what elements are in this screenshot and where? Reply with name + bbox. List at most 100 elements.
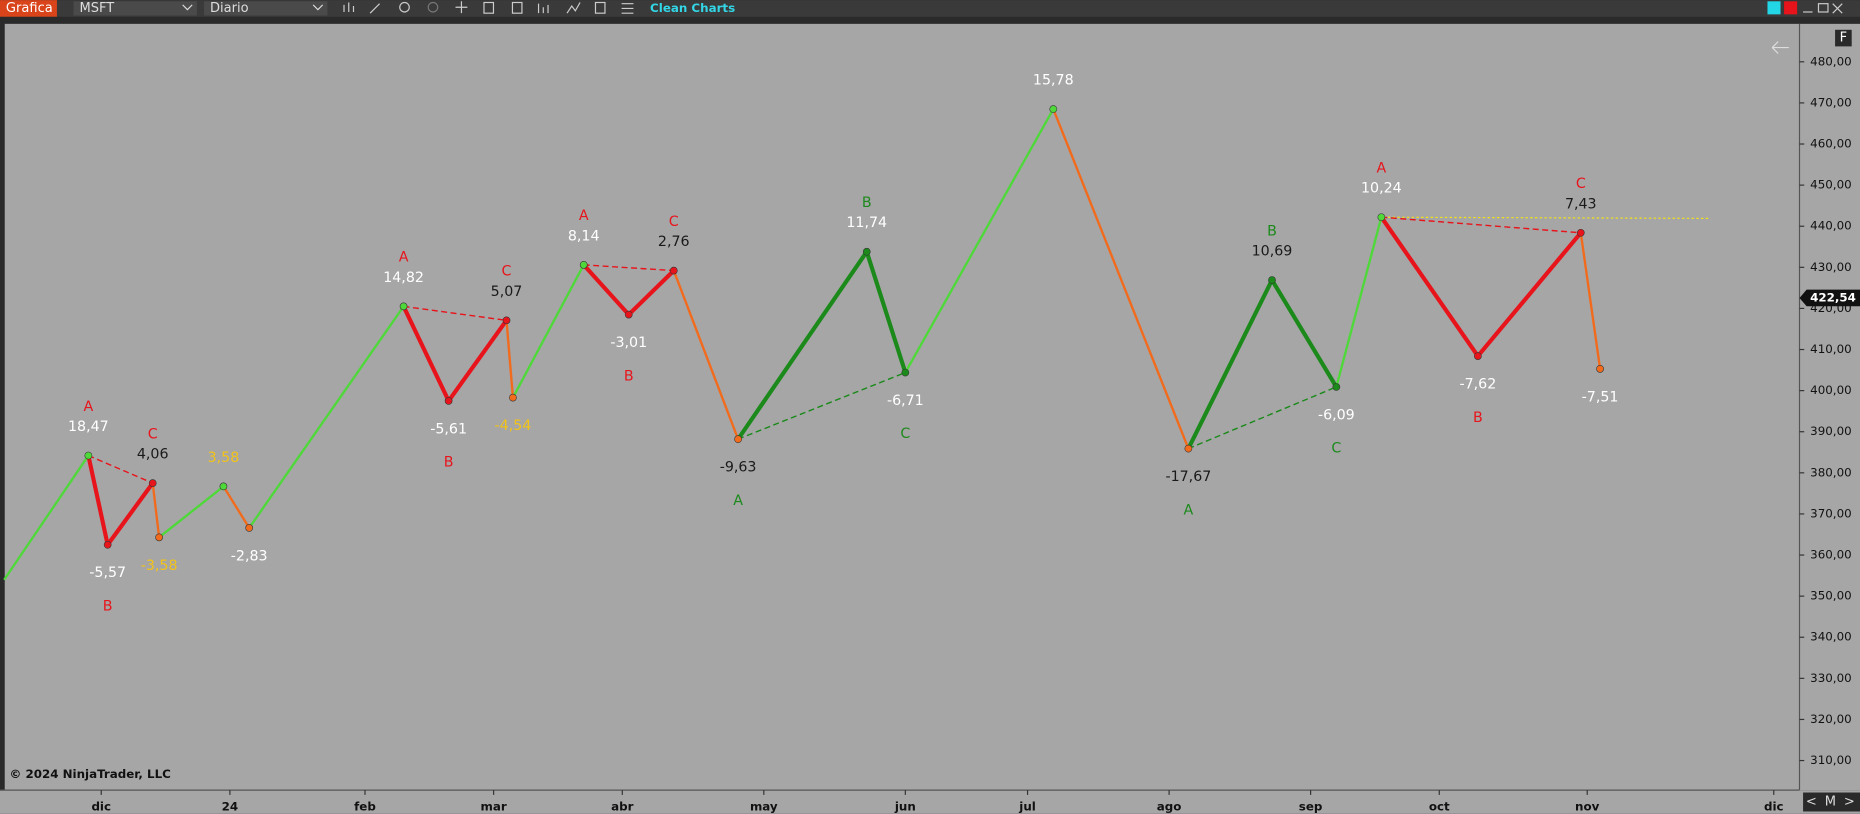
pivot-dot — [862, 247, 871, 256]
mode-button[interactable]: M — [1825, 795, 1836, 810]
zigzag-segment — [1186, 277, 1275, 451]
pivot-dot — [901, 368, 910, 377]
y-tick-label: 450,00 — [1810, 178, 1852, 192]
pivot-wave-letter: A — [1184, 502, 1194, 518]
pivot-dot — [148, 479, 157, 487]
y-tick-label: 340,00 — [1810, 630, 1852, 644]
y-tick-label: 330,00 — [1810, 671, 1852, 685]
pivot-dot — [103, 540, 112, 549]
zigzag-segment — [151, 481, 161, 539]
pivot-wave-letter: B — [1267, 223, 1277, 239]
zigzag-segment — [1269, 277, 1339, 390]
pivot-value-label: 18,47 — [68, 419, 109, 435]
prev-button[interactable]: < — [1806, 795, 1817, 810]
color-button[interactable] — [1784, 1, 1798, 15]
y-tick-label: 350,00 — [1810, 589, 1852, 603]
x-tick-label: jun — [894, 799, 916, 813]
f-label[interactable]: F — [1840, 31, 1848, 46]
zigzag-segment — [904, 107, 1055, 374]
pivot-value-label: -6,71 — [887, 393, 924, 409]
pivot-wave-letter: C — [900, 426, 910, 442]
ac-connector — [737, 371, 906, 440]
y-tick-label: 310,00 — [1810, 753, 1852, 767]
app-tab[interactable] — [0, 0, 57, 17]
symbol-box[interactable] — [73, 1, 197, 16]
zigzag-segment — [446, 318, 509, 403]
pivot-value-label: -17,67 — [1165, 469, 1211, 485]
dropdown-arrow — [312, 4, 324, 11]
pivot-dot — [669, 266, 678, 275]
template-name[interactable]: Clean Charts — [650, 1, 735, 15]
app-name[interactable]: Grafica — [6, 1, 53, 16]
back-arrow[interactable] — [1771, 41, 1789, 54]
pivot-dot — [624, 310, 633, 319]
pivot-dot — [1596, 364, 1604, 373]
pivot-value-label: -7,62 — [1459, 377, 1496, 393]
y-tick-label: 410,00 — [1810, 342, 1852, 356]
zigzag-segment — [672, 269, 740, 441]
last-price-marker — [1799, 289, 1860, 307]
x-tick-label: dic — [91, 799, 111, 813]
pivot-value-label: -9,63 — [720, 460, 757, 476]
f-button[interactable] — [1835, 29, 1852, 47]
color-button[interactable] — [1767, 1, 1781, 15]
pivot-dot — [1474, 352, 1482, 360]
x-tick-label: mar — [481, 799, 507, 813]
zigzag-segment — [864, 249, 908, 375]
y-tick-label: 440,00 — [1810, 219, 1852, 233]
x-tick-label: 24 — [222, 799, 239, 813]
pivot-value-label: 8,14 — [568, 228, 600, 244]
zigzag-segment — [401, 304, 451, 403]
pivot-value-label: -4,54 — [495, 418, 532, 434]
x-tick-label: oct — [1429, 799, 1450, 813]
y-tick-label: 480,00 — [1810, 54, 1852, 68]
pivot-value-label: 14,82 — [383, 270, 424, 286]
pivot-value-label: -7,51 — [1582, 389, 1619, 405]
price-axis — [1799, 23, 1860, 791]
x-tick-label: may — [750, 799, 778, 813]
zigzag-segment — [626, 268, 676, 317]
nav-buttons[interactable] — [1803, 792, 1860, 812]
pivot-value-label: 4,06 — [137, 447, 169, 463]
pivot-dot — [84, 451, 93, 460]
pivot-value-label: -3,01 — [610, 335, 647, 351]
pivot-dot — [219, 482, 228, 491]
x-tick-label: dic — [1764, 799, 1784, 813]
tool-icons[interactable] — [343, 1, 634, 14]
symbol[interactable]: MSFT — [79, 1, 114, 16]
pivot-wave-letter: B — [103, 598, 113, 614]
pivot-value-label: 3,58 — [208, 450, 240, 466]
pivot-wave-letter: B — [624, 368, 634, 384]
pivot-wave-letter: A — [579, 208, 589, 224]
pivot-dot — [1377, 213, 1386, 222]
pivot-wave-letter: C — [1576, 176, 1586, 192]
x-tick-label: sep — [1299, 799, 1323, 813]
pivot-value-label: -5,57 — [89, 565, 126, 581]
pivot-dot — [1049, 105, 1058, 113]
period-box[interactable] — [204, 1, 328, 16]
zigzag-segment — [1052, 107, 1190, 450]
x-tick-label: nov — [1575, 799, 1600, 813]
pivot-value-label: 11,74 — [846, 215, 887, 231]
x-tick-label: abr — [611, 799, 633, 813]
zigzag-segment — [1335, 215, 1383, 389]
y-tick-label: 380,00 — [1810, 465, 1852, 479]
window-controls[interactable] — [1803, 3, 1843, 14]
zigzag-segment — [505, 319, 515, 399]
zigzag-segment — [86, 453, 110, 547]
pivot-wave-letter: A — [84, 399, 94, 415]
pivot-value-label: -2,83 — [231, 548, 268, 564]
zigzag-segment — [1475, 230, 1583, 359]
zigzag-segment — [581, 262, 631, 317]
next-button[interactable]: > — [1844, 795, 1855, 810]
y-tick-label: 370,00 — [1810, 506, 1852, 520]
period[interactable]: Diario — [210, 1, 249, 16]
y-tick-label: 400,00 — [1810, 383, 1852, 397]
y-tick-label: 390,00 — [1810, 424, 1852, 438]
x-tick-label: feb — [354, 799, 376, 813]
pivot-dot — [444, 397, 453, 405]
pivot-value-label: 10,24 — [1361, 181, 1402, 197]
y-tick-label: 430,00 — [1810, 260, 1852, 274]
pivot-value-label: 2,76 — [658, 234, 690, 250]
